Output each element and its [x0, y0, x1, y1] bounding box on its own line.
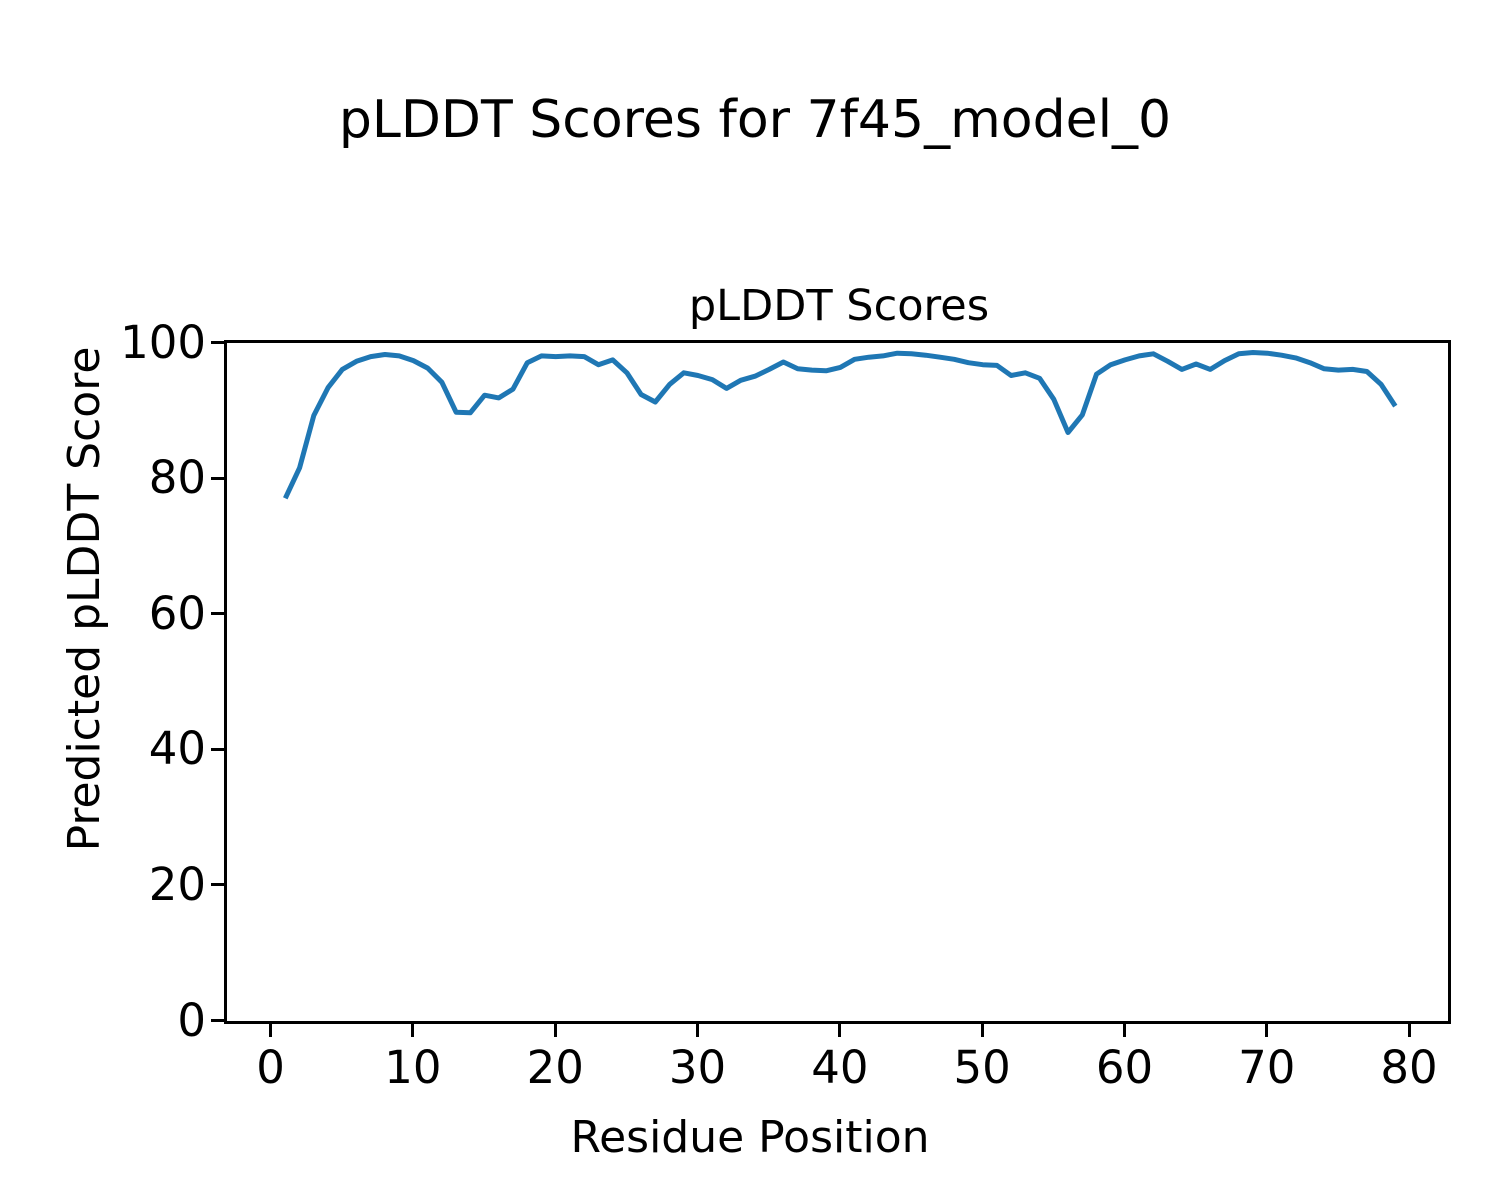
x-tick-mark	[553, 1023, 557, 1037]
x-tick-mark	[838, 1023, 842, 1037]
y-tick-mark	[210, 883, 224, 887]
axes-title: pLDDT Scores	[688, 281, 990, 331]
figure-suptitle: pLDDT Scores for 7f45_model_0	[338, 90, 1172, 150]
y-tick-mark	[210, 1019, 224, 1022]
x-tick-label: 60	[1095, 1041, 1154, 1094]
x-tick-mark	[269, 1023, 273, 1037]
x-tick-mark	[1122, 1023, 1126, 1037]
y-axis-label: Predicted pLDDT Score	[59, 346, 110, 852]
y-tick-label: 100	[120, 315, 206, 369]
plot-canvas	[282, 349, 1397, 499]
x-tick-label: 70	[1238, 1041, 1296, 1094]
x-tick-label: 50	[953, 1041, 1011, 1094]
x-tick-mark	[411, 1023, 415, 1037]
x-tick-mark	[1265, 1023, 1269, 1037]
x-tick-label: 0	[256, 1041, 285, 1094]
y-tick-label: 40	[148, 722, 206, 776]
x-axis-label: Residue Position	[570, 1112, 930, 1163]
y-tick-mark	[210, 612, 224, 616]
x-tick-label: 30	[668, 1041, 727, 1094]
y-tick-mark	[210, 476, 224, 480]
x-tick-mark	[696, 1023, 700, 1037]
y-tick-label: 60	[148, 586, 206, 640]
y-tick-label: 20	[148, 857, 206, 911]
y-tick-label: 0	[177, 993, 206, 1047]
y-tick-mark	[210, 747, 224, 751]
plddt-line-series	[282, 349, 1397, 499]
x-tick-mark	[980, 1023, 984, 1037]
plot-area	[223, 339, 1451, 1024]
x-tick-label: 80	[1380, 1041, 1438, 1094]
x-tick-label: 40	[811, 1041, 869, 1094]
x-tick-mark	[1407, 1023, 1411, 1037]
x-tick-label: 20	[526, 1041, 584, 1094]
y-tick-mark	[210, 341, 224, 344]
x-tick-label: 10	[384, 1041, 442, 1094]
y-tick-label: 80	[148, 451, 206, 505]
